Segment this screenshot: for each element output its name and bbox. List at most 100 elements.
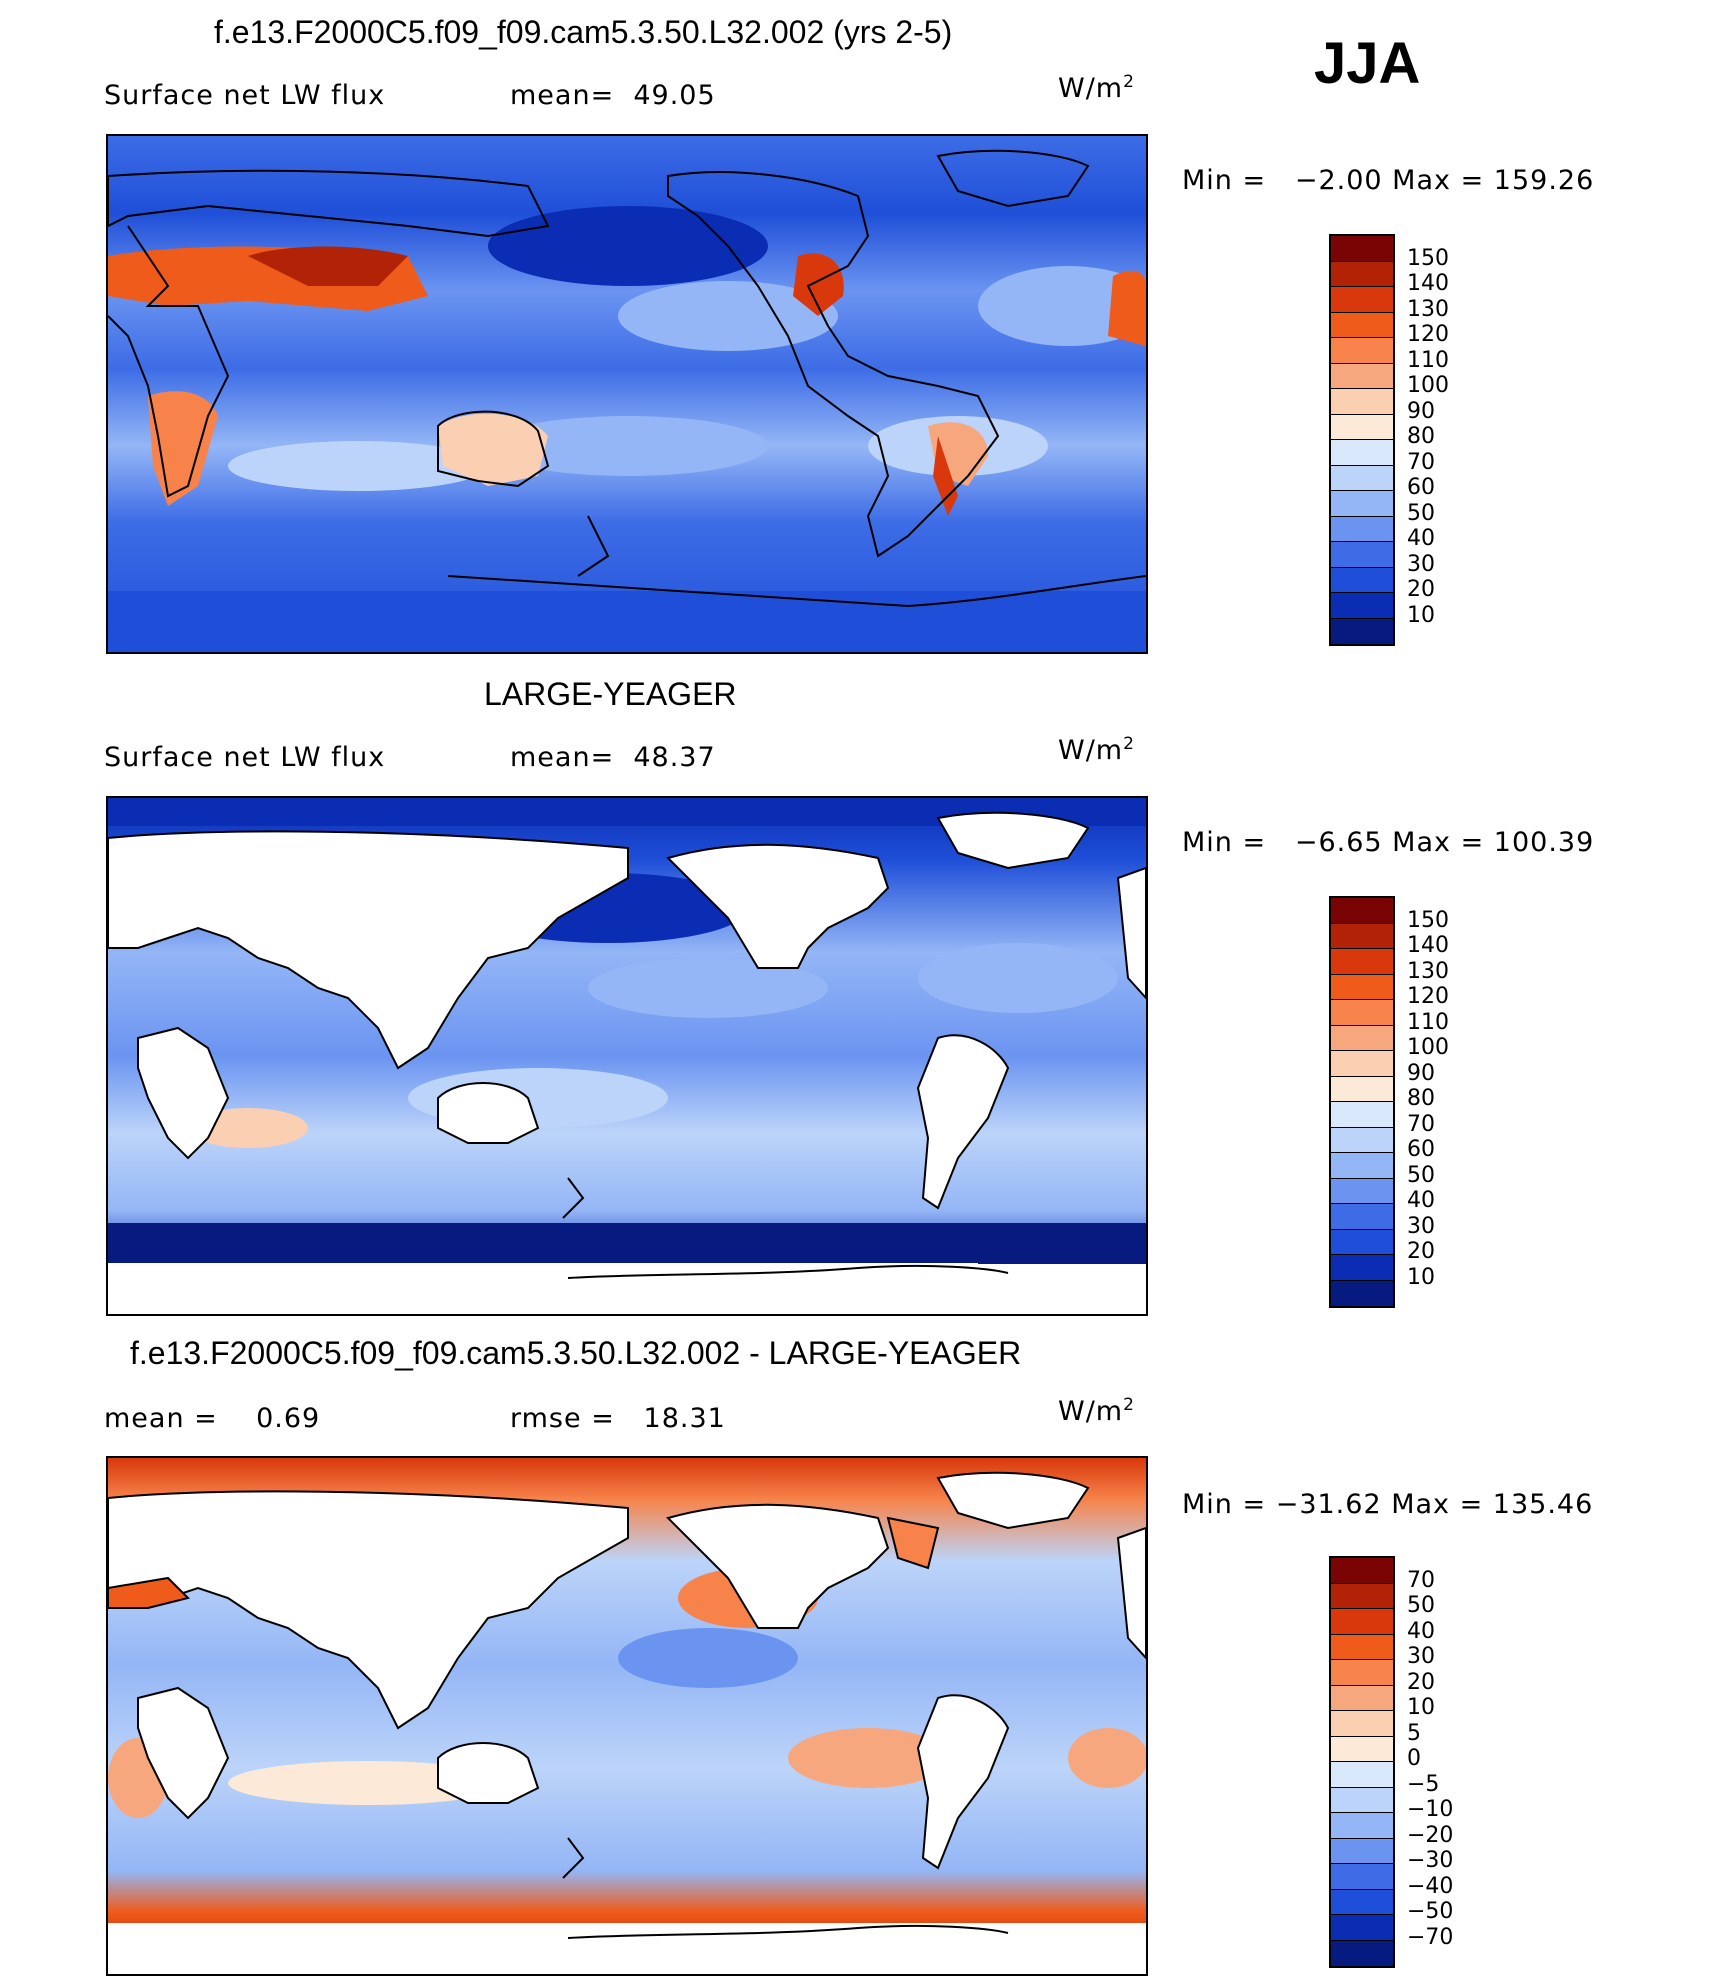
colorbar-swatch [1331, 1558, 1393, 1584]
colorbar-level-label: 140 [1407, 271, 1449, 296]
colorbar-level-label: 40 [1407, 1188, 1435, 1213]
colorbar-level-label: −70 [1407, 1924, 1454, 1950]
colorbar-level-label: 110 [1407, 1009, 1449, 1035]
colorbar-level-label: 80 [1407, 424, 1435, 449]
colorbar-level-label: 150 [1407, 907, 1449, 933]
colorbar-swatch [1331, 1255, 1393, 1281]
panel1-colorbar [1329, 234, 1395, 646]
colorbar-swatch [1331, 1178, 1393, 1204]
colorbar-swatch [1331, 1660, 1393, 1686]
colorbar-level-label: 40 [1407, 526, 1435, 551]
panel3-title: f.e13.F2000C5.f09_f09.cam5.3.50.L32.002 … [130, 1335, 1022, 1371]
colorbar-swatch [1331, 1915, 1393, 1941]
colorbar-swatch [1331, 1051, 1393, 1077]
colorbar-swatch [1331, 1583, 1393, 1609]
colorbar-level-label: 70 [1407, 449, 1435, 475]
colorbar-swatch [1331, 1711, 1393, 1737]
colorbar-level-label: 30 [1407, 1213, 1435, 1239]
colorbar-level-label: 110 [1407, 347, 1449, 373]
colorbar-level-label: 120 [1407, 322, 1449, 347]
colorbar-swatch [1331, 440, 1393, 466]
colorbar-level-label: 20 [1407, 1239, 1435, 1264]
colorbar-swatch [1331, 1864, 1393, 1890]
colorbar-swatch [1331, 287, 1393, 313]
panel2-mean-label: mean= 48.37 [510, 742, 716, 773]
colorbar-swatch [1331, 491, 1393, 517]
colorbar-level-label: 90 [1407, 1060, 1435, 1086]
colorbar-level-label: 5 [1407, 1720, 1421, 1746]
panel3-colorbar [1329, 1556, 1395, 1968]
colorbar-swatch [1331, 516, 1393, 542]
colorbar-level-label: 60 [1407, 1137, 1435, 1162]
colorbar-level-label: 100 [1407, 1035, 1449, 1060]
panel3-min-max: Min = −31.62 Max = 135.46 [1182, 1489, 1594, 1520]
colorbar-swatch [1331, 1000, 1393, 1026]
colorbar-swatch [1331, 1685, 1393, 1711]
colorbar-level-label: −50 [1407, 1899, 1454, 1924]
colorbar-level-label: 70 [1407, 1567, 1435, 1593]
colorbar-swatch [1331, 542, 1393, 568]
colorbar-level-label: 100 [1407, 373, 1449, 398]
colorbar-level-label: −5 [1407, 1771, 1440, 1797]
colorbar-swatch [1331, 1813, 1393, 1839]
colorbar-swatch [1331, 567, 1393, 593]
colorbar-swatch [1331, 1838, 1393, 1864]
colorbar-swatch [1331, 1736, 1393, 1762]
colorbar-level-label: 130 [1407, 958, 1449, 984]
colorbar-swatch [1331, 1940, 1393, 1966]
panel1-mean-label: mean= 49.05 [510, 80, 716, 111]
colorbar-level-label: 20 [1407, 1669, 1435, 1695]
colorbar-swatch [1331, 389, 1393, 415]
colorbar-level-label: 120 [1407, 984, 1449, 1009]
colorbar-swatch [1331, 338, 1393, 364]
colorbar-swatch [1331, 312, 1393, 338]
colorbar-level-label: 10 [1407, 602, 1435, 628]
colorbar-level-label: 30 [1407, 551, 1435, 577]
colorbar-swatch [1331, 414, 1393, 440]
colorbar-swatch [1331, 1076, 1393, 1102]
colorbar-level-label: −20 [1407, 1822, 1454, 1848]
panel3-map-field [108, 1458, 1146, 1974]
panel2-map [106, 796, 1148, 1316]
colorbar-swatch [1331, 1025, 1393, 1051]
colorbar-swatch [1331, 1153, 1393, 1179]
colorbar-level-label: 70 [1407, 1111, 1435, 1137]
colorbar-level-label: 0 [1407, 1746, 1421, 1771]
panel2-map-field [108, 798, 1146, 1314]
colorbar-swatch [1331, 363, 1393, 389]
panel2-title: LARGE-YEAGER [484, 676, 737, 712]
panel1-units: W/m2 [1058, 72, 1135, 104]
colorbar-swatch [1331, 1634, 1393, 1660]
colorbar-level-label: 10 [1407, 1695, 1435, 1720]
colorbar-level-label: 40 [1407, 1618, 1435, 1644]
colorbar-level-label: 150 [1407, 245, 1449, 271]
panel2-units: W/m2 [1058, 734, 1135, 766]
colorbar-level-label: 80 [1407, 1086, 1435, 1111]
colorbar-swatch [1331, 1127, 1393, 1153]
colorbar-swatch [1331, 949, 1393, 975]
panel3-map [106, 1456, 1148, 1976]
colorbar-swatch [1331, 1889, 1393, 1915]
panel1-min-max: Min = −2.00 Max = 159.26 [1182, 165, 1595, 196]
colorbar-swatch [1331, 1280, 1393, 1306]
panel2-variable-label: Surface net LW flux [104, 742, 386, 773]
panel1-map [106, 134, 1148, 654]
colorbar-swatch [1331, 618, 1393, 644]
panel1-map-field [108, 136, 1146, 652]
season-label: JJA [1314, 31, 1421, 96]
panel3-rmse-label: rmse = 18.31 [510, 1403, 726, 1434]
colorbar-level-label: 50 [1407, 1593, 1435, 1618]
colorbar-swatch [1331, 236, 1393, 262]
panel3-mean-label: mean = 0.69 [104, 1403, 321, 1434]
colorbar-swatch [1331, 1787, 1393, 1813]
colorbar-swatch [1331, 1102, 1393, 1128]
panel2-min-max: Min = −6.65 Max = 100.39 [1182, 827, 1595, 858]
colorbar-level-label: 10 [1407, 1264, 1435, 1290]
colorbar-swatch [1331, 1229, 1393, 1255]
colorbar-swatch [1331, 974, 1393, 1000]
colorbar-swatch [1331, 465, 1393, 491]
colorbar-level-label: 140 [1407, 933, 1449, 958]
panel1-title: f.e13.F2000C5.f09_f09.cam5.3.50.L32.002 … [214, 14, 953, 50]
colorbar-swatch [1331, 898, 1393, 924]
colorbar-level-label: 90 [1407, 398, 1435, 424]
